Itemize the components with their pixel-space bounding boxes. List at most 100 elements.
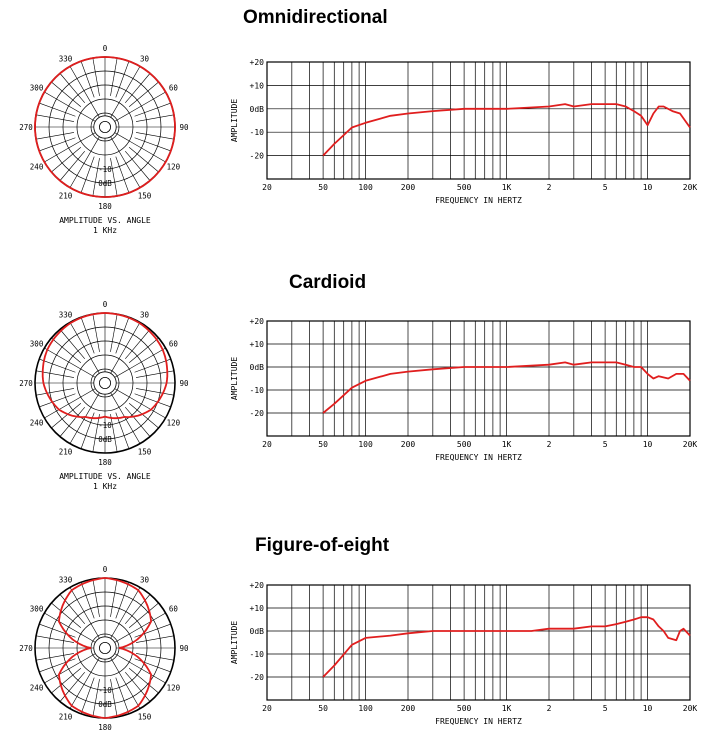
polar-spoke [135, 388, 174, 396]
x-tick-label: 50 [318, 183, 328, 192]
polar-angle-label-150: 150 [138, 191, 152, 200]
polar-spoke [39, 623, 76, 638]
polar-spoke [115, 317, 130, 354]
polar-angle-label-240: 240 [30, 163, 44, 172]
polar-angle-label-120: 120 [167, 684, 181, 693]
plot-frame [266, 584, 691, 701]
polar-angle-label-240: 240 [30, 419, 44, 428]
cardioid-title: Cardioid [289, 272, 367, 293]
polar-spoke [69, 66, 100, 118]
polar-spoke [134, 137, 171, 152]
polar-spoke [36, 635, 75, 643]
polar-spoke [36, 370, 75, 378]
polar-spoke [39, 658, 76, 673]
polar-spoke [80, 582, 95, 619]
polar-spoke [44, 132, 96, 163]
x-tick-label: 2 [547, 440, 552, 449]
polar-angle-label-90: 90 [179, 379, 189, 388]
polar-angle-label-180: 180 [98, 202, 112, 211]
x-tick-label: 500 [457, 183, 472, 192]
polar-angle-label-120: 120 [167, 163, 181, 172]
polar-spoke [125, 150, 151, 181]
polar-angle-label-30: 30 [140, 55, 150, 64]
response-series-line-0 [322, 361, 691, 414]
polar-spoke [114, 388, 166, 419]
x-tick-label: 200 [401, 183, 416, 192]
polar-angle-label-330: 330 [59, 55, 73, 64]
polar-spoke [125, 329, 151, 360]
polar-spoke [125, 406, 151, 437]
polar-spoke [92, 678, 100, 717]
polar-spoke [128, 147, 159, 173]
polar-angle-label-330: 330 [59, 576, 73, 585]
y-tick-label: 0dB [250, 105, 265, 114]
polar-spoke [59, 406, 85, 437]
polar-angle-label-210: 210 [59, 447, 73, 456]
figure-of-eight-title: Figure-of-eight [255, 535, 390, 556]
x-tick-label: 500 [457, 704, 472, 713]
y-tick-label: 0dB [250, 627, 265, 636]
polar-spoke [69, 322, 100, 374]
polar-spoke [115, 156, 130, 193]
polar-spoke [128, 337, 159, 363]
polar-angle-label-300: 300 [30, 605, 44, 614]
polar-ring [76, 98, 134, 156]
polar-ring [48, 70, 162, 184]
polar-spoke [128, 403, 159, 429]
polar-spoke [125, 594, 151, 625]
x-tick-label: 1K [502, 183, 512, 192]
y-axis-title: AMPLITUDE [230, 99, 239, 143]
polar-angle-label-120: 120 [167, 419, 181, 428]
polar-ring-label-0db: 0dB [98, 435, 112, 444]
polar-spoke [135, 653, 174, 661]
plot-frame [266, 61, 691, 180]
polar-angle-label-150: 150 [138, 447, 152, 456]
polar-ring [62, 340, 148, 426]
polar-ring-label-minus10: -10 [98, 165, 112, 174]
polar-ring [76, 354, 134, 412]
polar-caption: AMPLITUDE VS. ANGLE [59, 472, 151, 481]
polar-ring [48, 591, 162, 705]
polar-spoke [80, 61, 95, 98]
polar-hub-inner [99, 642, 112, 655]
polar-pattern-line [57, 577, 153, 719]
x-tick-label: 5 [603, 440, 608, 449]
polar-angle-label-150: 150 [138, 712, 152, 721]
polar-spoke [39, 393, 76, 408]
polar-angle-label-90: 90 [179, 123, 189, 132]
y-tick-label: +20 [250, 317, 265, 326]
x-tick-label: 10 [643, 704, 653, 713]
polar-spoke [135, 370, 174, 378]
polar-hub [93, 636, 117, 660]
polar-spoke [39, 137, 76, 152]
polar-spoke [135, 114, 174, 122]
polar-spoke [92, 58, 100, 97]
polar-spoke [128, 81, 159, 107]
polar-spoke [36, 653, 75, 661]
polar-spoke [110, 657, 141, 709]
polar-spoke [51, 403, 82, 429]
y-tick-label: +10 [250, 604, 265, 613]
y-tick-label: -10 [250, 650, 265, 659]
polar-spoke [114, 612, 166, 643]
polar-angle-label-30: 30 [140, 311, 150, 320]
frequency-response-plot-0: +20 +10 0dB -10 -20 20 50 100 200 500 1K 2 5 10 20K FRE… [230, 58, 697, 205]
y-tick-label: +10 [250, 340, 265, 349]
polar-spoke [110, 136, 141, 188]
y-tick-label: -20 [250, 673, 265, 682]
polar-angle-label-240: 240 [30, 684, 44, 693]
polar-caption: AMPLITUDE VS. ANGLE [59, 216, 151, 225]
x-tick-label: 2 [547, 183, 552, 192]
polar-spoke [51, 147, 82, 173]
polar-frequency-label: 1 KHz [93, 226, 117, 235]
polar-spoke [92, 413, 100, 452]
polar-pattern-line [41, 312, 169, 420]
polar-hub [93, 115, 117, 139]
polar-ring [90, 368, 120, 398]
plot-frame [266, 320, 691, 437]
polar-spoke [51, 81, 82, 107]
y-tick-label: +10 [250, 81, 265, 90]
x-tick-label: 100 [358, 704, 373, 713]
x-tick-label: 1K [502, 704, 512, 713]
